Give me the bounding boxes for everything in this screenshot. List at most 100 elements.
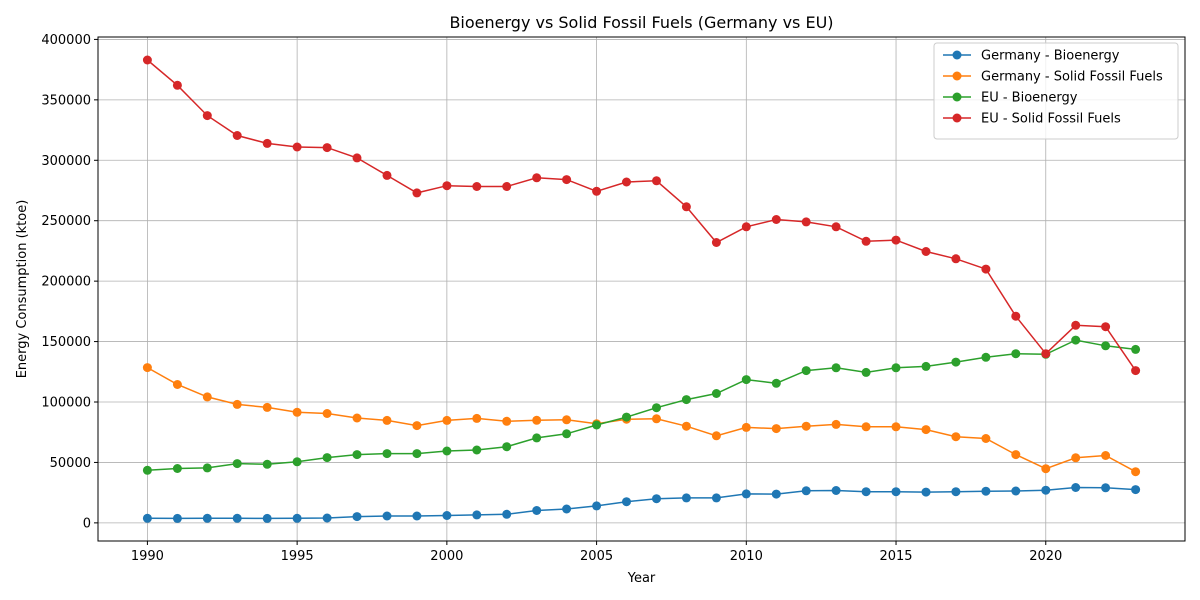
data-point: [861, 236, 871, 246]
data-point: [652, 414, 661, 424]
data-point: [771, 424, 781, 434]
data-point: [502, 182, 512, 191]
data-point: [292, 457, 302, 467]
x-tick-label: 2005: [580, 549, 613, 564]
legend-item: EU - Bioenergy: [943, 91, 1078, 106]
legend-marker: [952, 92, 962, 102]
data-point: [322, 143, 332, 153]
data-point: [262, 513, 272, 523]
data-point: [1071, 453, 1081, 463]
data-point: [412, 511, 422, 521]
data-point: [921, 361, 931, 371]
x-axis-label: Year: [627, 571, 656, 586]
data-point: [382, 415, 392, 425]
data-point: [532, 506, 542, 515]
data-point: [711, 493, 721, 503]
data-point: [831, 419, 841, 429]
data-point: [921, 425, 931, 435]
legend-label: Germany - Bioenergy: [981, 49, 1120, 64]
x-tick-label: 2010: [730, 549, 763, 564]
data-point: [532, 415, 542, 425]
data-point: [1011, 311, 1021, 321]
data-point: [652, 494, 661, 504]
data-point: [1071, 483, 1081, 492]
x-tick-label: 2015: [879, 549, 912, 564]
data-point: [891, 235, 901, 245]
x-tick-label: 1990: [131, 549, 164, 564]
data-point: [562, 504, 572, 514]
data-point: [382, 511, 392, 521]
data-point: [981, 486, 991, 496]
y-tick-label: 350000: [41, 93, 91, 108]
data-point: [741, 422, 751, 432]
data-point: [232, 399, 242, 409]
data-point: [891, 487, 901, 497]
data-point: [1131, 344, 1141, 354]
legend-box: [933, 42, 1179, 140]
data-point: [562, 415, 572, 425]
data-point: [232, 513, 242, 523]
data-point: [172, 380, 182, 389]
data-point: [981, 264, 991, 274]
data-point: [232, 459, 242, 469]
y-tick-label: 150000: [41, 335, 91, 350]
plot-area-frame: [97, 36, 1186, 542]
data-point: [442, 511, 452, 520]
data-point: [1131, 485, 1141, 495]
data-point: [172, 80, 182, 90]
data-point: [352, 512, 362, 522]
data-point: [592, 501, 602, 511]
data-point: [142, 55, 152, 65]
data-point: [472, 445, 482, 455]
data-point: [711, 389, 721, 398]
series-3: [142, 55, 1141, 376]
series-line: [147, 486, 1136, 520]
data-point: [292, 513, 302, 523]
data-point: [861, 487, 871, 497]
data-point: [262, 459, 272, 469]
data-point: [472, 413, 482, 423]
data-point: [412, 449, 422, 459]
data-point: [801, 217, 811, 227]
legend-marker: [952, 113, 962, 123]
x-axis-ticks: 1990 1995 2000 2005 2010 2015 2020: [131, 541, 1062, 564]
data-point: [502, 442, 512, 452]
data-point: [622, 177, 631, 187]
data-point: [382, 170, 392, 180]
data-point: [322, 513, 332, 523]
data-point: [1131, 467, 1141, 477]
series-line: [147, 366, 1136, 473]
data-point: [1101, 341, 1111, 351]
legend-marker: [952, 50, 962, 60]
data-point: [562, 175, 572, 185]
y-tick-label: 400000: [41, 33, 91, 48]
legend-label: EU - Solid Fossil Fuels: [981, 112, 1121, 127]
data-point: [412, 421, 422, 431]
data-point: [202, 111, 212, 121]
chart-title: Bioenergy vs Solid Fossil Fuels (Germany…: [449, 13, 833, 32]
data-point: [951, 254, 961, 264]
y-axis-ticks: 0 50000 100000 150000 200000 250000 300000 3500…: [41, 33, 98, 531]
data-point: [801, 366, 811, 376]
data-point: [532, 433, 542, 443]
data-point: [382, 449, 392, 459]
series-0: [142, 483, 1141, 523]
data-point: [1101, 451, 1111, 460]
data-point: [262, 402, 272, 412]
data-point: [831, 486, 841, 495]
series-2: [142, 335, 1141, 475]
y-tick-label: 100000: [41, 396, 91, 411]
data-point: [681, 395, 691, 405]
data-point: [172, 513, 182, 523]
y-tick-label: 250000: [41, 214, 91, 229]
data-point: [622, 412, 631, 422]
data-point: [801, 486, 811, 496]
data-point: [891, 363, 901, 373]
data-point: [681, 421, 691, 431]
data-point: [652, 176, 661, 186]
data-point: [472, 510, 482, 520]
legend-marker: [952, 71, 962, 81]
data-point: [921, 247, 931, 256]
data-point: [322, 453, 332, 463]
